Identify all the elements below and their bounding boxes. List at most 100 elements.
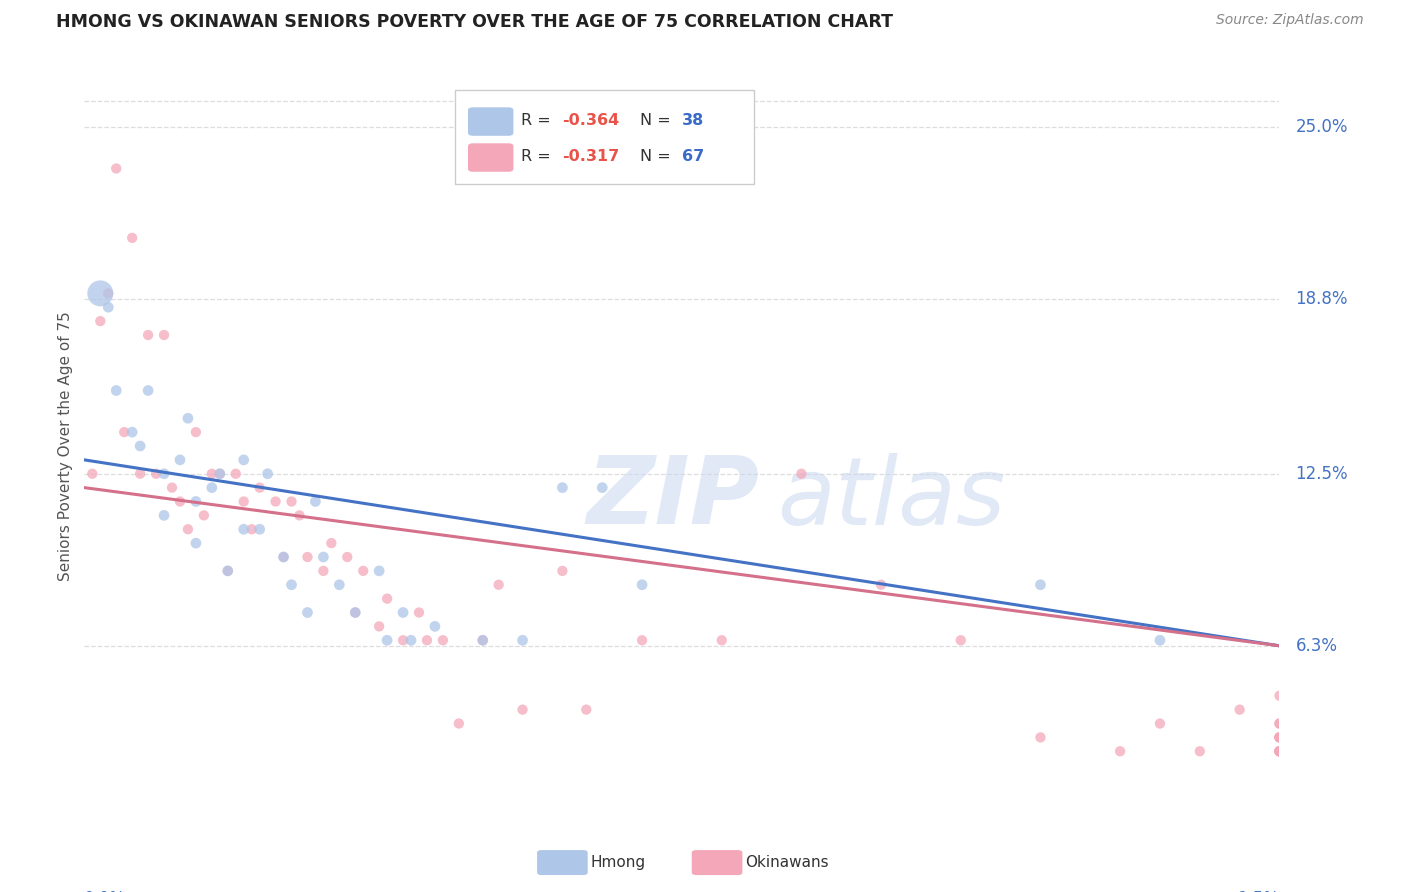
Point	[512, 633, 534, 648]
Point	[352, 564, 374, 578]
Point	[1268, 731, 1291, 745]
Text: R =: R =	[520, 149, 561, 163]
Point	[1109, 744, 1132, 758]
Point	[193, 508, 215, 523]
Text: 25.0%: 25.0%	[1295, 118, 1348, 136]
Point	[184, 536, 207, 550]
Text: 67: 67	[682, 149, 704, 163]
Point	[312, 564, 335, 578]
Point	[97, 300, 120, 314]
Point	[1268, 744, 1291, 758]
Text: 18.8%: 18.8%	[1295, 290, 1348, 308]
Point	[631, 633, 654, 648]
Point	[232, 494, 254, 508]
Point	[870, 578, 893, 592]
Point	[201, 481, 224, 495]
Point	[949, 633, 972, 648]
Point	[488, 578, 510, 592]
Point	[82, 467, 104, 481]
Point	[153, 508, 176, 523]
Point	[336, 549, 359, 564]
Point	[288, 508, 311, 523]
Point	[217, 564, 239, 578]
Point	[408, 606, 430, 620]
Point	[1268, 744, 1291, 758]
Point	[375, 633, 398, 648]
Point	[1268, 744, 1291, 758]
Point	[1268, 731, 1291, 745]
Point	[264, 494, 287, 508]
Point	[512, 703, 534, 717]
Point	[129, 439, 152, 453]
Point	[249, 522, 271, 536]
Point	[1149, 716, 1171, 731]
Point	[321, 536, 343, 550]
Point	[153, 467, 176, 481]
Point	[280, 494, 302, 508]
Point	[1268, 716, 1291, 731]
Point	[1268, 731, 1291, 745]
Text: Source: ZipAtlas.com: Source: ZipAtlas.com	[1216, 13, 1364, 28]
Text: R =: R =	[520, 113, 555, 128]
Point	[184, 425, 207, 439]
Point	[169, 453, 191, 467]
Text: Hmong: Hmong	[591, 855, 645, 870]
Point	[169, 494, 191, 508]
Point	[232, 522, 254, 536]
Point	[1268, 716, 1291, 731]
Point	[201, 467, 224, 481]
Text: 12.5%: 12.5%	[1295, 465, 1348, 483]
Text: 6.3%: 6.3%	[1295, 637, 1337, 655]
Point	[121, 425, 143, 439]
Point	[344, 606, 367, 620]
Text: HMONG VS OKINAWAN SENIORS POVERTY OVER THE AGE OF 75 CORRELATION CHART: HMONG VS OKINAWAN SENIORS POVERTY OVER T…	[56, 13, 893, 31]
Point	[328, 578, 350, 592]
Point	[145, 467, 167, 481]
Point	[297, 549, 319, 564]
Point	[790, 467, 813, 481]
Point	[423, 619, 446, 633]
Point	[256, 467, 278, 481]
Point	[136, 328, 159, 343]
Point	[136, 384, 159, 398]
Text: 0.0%: 0.0%	[84, 890, 127, 892]
Point	[471, 633, 494, 648]
Text: N =: N =	[640, 149, 676, 163]
Point	[304, 494, 326, 508]
Point	[392, 606, 415, 620]
Point	[1188, 744, 1211, 758]
Point	[177, 522, 200, 536]
Point	[129, 467, 152, 481]
Text: -0.364: -0.364	[562, 113, 620, 128]
Point	[105, 384, 128, 398]
Point	[551, 481, 574, 495]
FancyBboxPatch shape	[468, 144, 513, 172]
FancyBboxPatch shape	[456, 90, 754, 184]
Point	[1149, 633, 1171, 648]
Point	[447, 716, 470, 731]
Point	[631, 578, 654, 592]
Point	[177, 411, 200, 425]
Point	[249, 481, 271, 495]
Y-axis label: Seniors Poverty Over the Age of 75: Seniors Poverty Over the Age of 75	[58, 311, 73, 581]
Point	[432, 633, 454, 648]
Point	[1029, 731, 1052, 745]
Point	[89, 286, 111, 301]
Point	[368, 619, 391, 633]
Text: N =: N =	[640, 113, 676, 128]
Point	[153, 328, 176, 343]
Point	[208, 467, 231, 481]
Point	[1268, 689, 1291, 703]
Text: 38: 38	[682, 113, 704, 128]
Point	[591, 481, 613, 495]
Point	[89, 314, 111, 328]
FancyBboxPatch shape	[468, 107, 513, 136]
Point	[344, 606, 367, 620]
Point	[575, 703, 598, 717]
Point	[1229, 703, 1251, 717]
Point	[368, 564, 391, 578]
Point	[121, 231, 143, 245]
Point	[416, 633, 439, 648]
Point	[184, 494, 207, 508]
Text: -0.317: -0.317	[562, 149, 620, 163]
